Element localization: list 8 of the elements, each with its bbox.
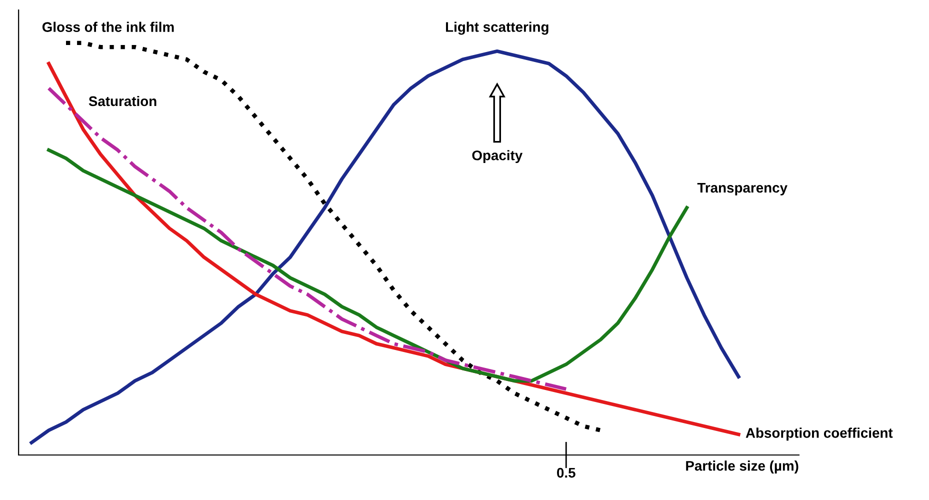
series-label: Gloss of the ink film [42, 22, 174, 32]
series-label: Transparency [697, 182, 788, 196]
text: 0.5 [557, 468, 576, 478]
x-axis-title: Particle size (µm) [686, 460, 798, 474]
series-label: Absorption coefficient [746, 428, 893, 441]
series-label: Saturation [88, 96, 156, 106]
annotation: Opacity [472, 150, 523, 164]
series-label: Light scattering [446, 22, 548, 35]
